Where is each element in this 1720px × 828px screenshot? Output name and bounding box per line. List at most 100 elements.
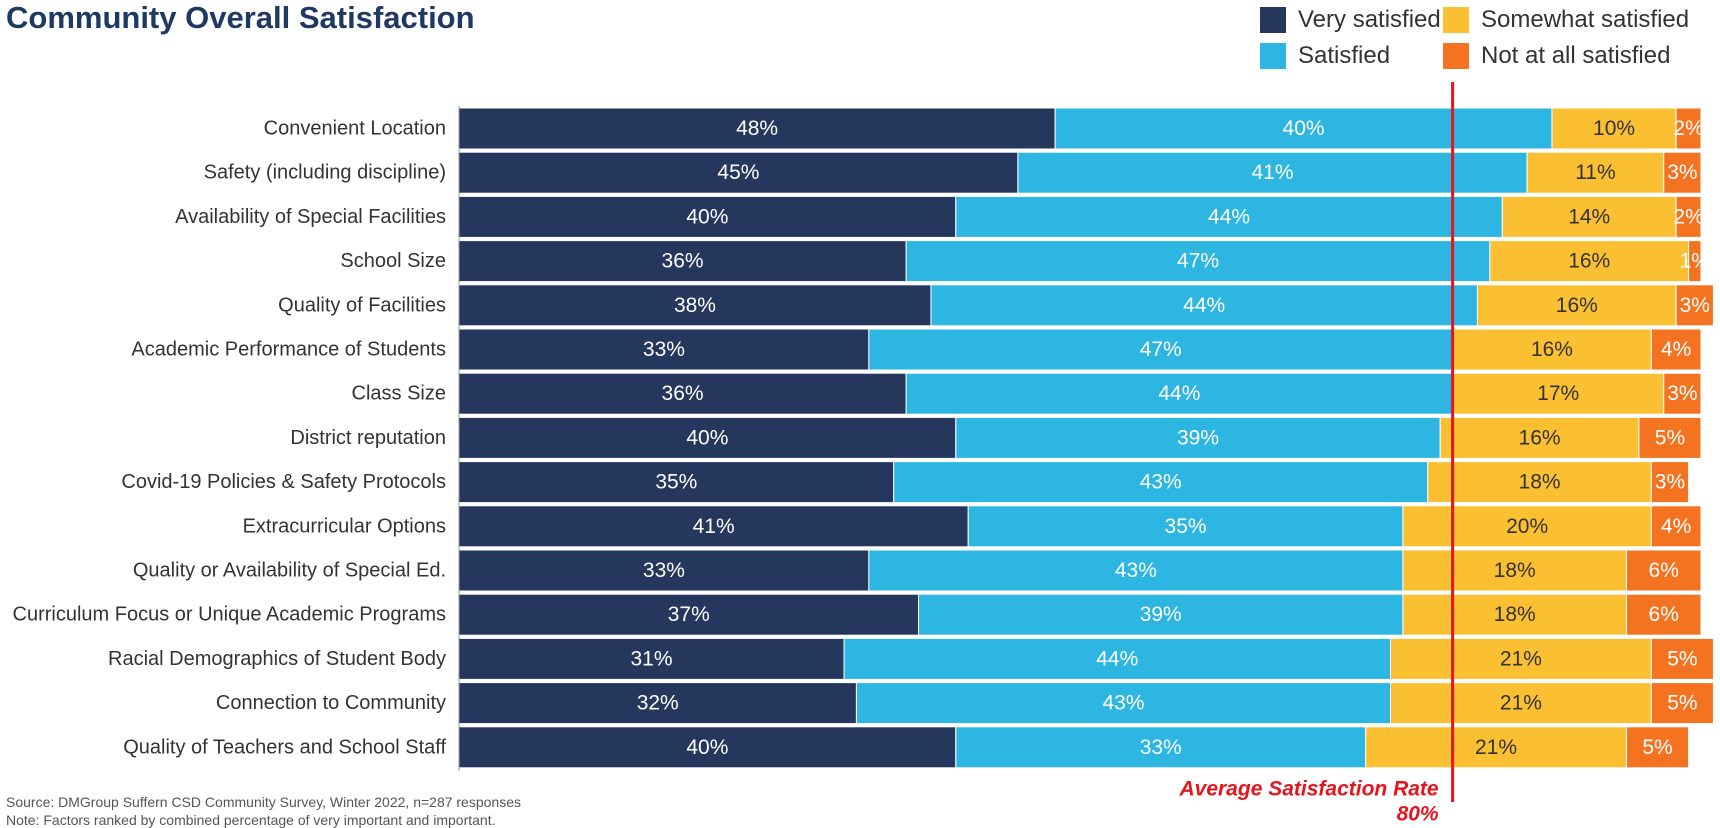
bar-satisfied-availability-of-special-facilities [955,195,1503,238]
value-label-somewhat-satisfied-covid-19-policies-safety-protocols: 18% [1519,471,1561,494]
value-label-somewhat-satisfied-class-size: 17% [1537,382,1579,405]
value-label-very-satisfied-safety-including-discipline: 45% [717,161,759,184]
bar-very-satisfied-racial-demographics-of-student-body [458,637,845,680]
value-label-very-satisfied-curriculum-focus-or-unique-academic-programs: 37% [668,603,710,626]
value-label-satisfied-racial-demographics-of-student-body: 44% [1096,647,1138,670]
value-label-somewhat-satisfied-quality-of-teachers-and-school-staff: 21% [1475,736,1517,759]
value-label-not-at-all-satisfied-class-size: 3% [1667,382,1697,405]
bar-not-at-all-satisfied-academic-performance-of-students [1650,328,1702,371]
value-label-somewhat-satisfied-academic-performance-of-students: 16% [1531,338,1573,361]
bar-somewhat-satisfied-availability-of-special-facilities [1501,195,1677,238]
legend-item-somewhat-satisfied: Somewhat satisfied [1443,6,1689,34]
legend-label-somewhat-satisfied: Somewhat satisfied [1481,6,1690,33]
bar-satisfied-connection-to-community [855,682,1391,725]
average-satisfaction-label: Average Satisfaction Rate [1178,778,1438,801]
value-label-somewhat-satisfied-district-reputation: 16% [1519,426,1561,449]
value-label-satisfied-connection-to-community: 43% [1102,692,1144,715]
average-satisfaction-value: 80% [1397,803,1439,826]
value-label-satisfied-curriculum-focus-or-unique-academic-programs: 39% [1140,603,1182,626]
source-note: Source: DMGroup Suffern CSD Community Su… [6,794,521,810]
bar-not-at-all-satisfied-school-size [1688,240,1702,283]
bar-not-at-all-satisfied-class-size [1663,372,1702,415]
value-label-not-at-all-satisfied-extracurricular-options: 4% [1661,515,1691,538]
value-label-very-satisfied-availability-of-special-facilities: 40% [686,205,728,228]
value-label-very-satisfied-quality-of-teachers-and-school-staff: 40% [686,736,728,759]
value-label-not-at-all-satisfied-quality-of-teachers-and-school-staff: 5% [1642,736,1672,759]
value-label-not-at-all-satisfied-quality-or-availability-of-special-ed: 6% [1649,559,1679,582]
value-label-not-at-all-satisfied-safety-including-discipline: 3% [1667,161,1697,184]
bar-satisfied-covid-19-policies-safety-protocols [893,461,1429,504]
bar-somewhat-satisfied-class-size [1452,372,1665,415]
bar-satisfied-extracurricular-options [967,505,1404,548]
legend-swatch-not-at-all-satisfied [1443,43,1469,69]
legend-swatch-somewhat-satisfied [1443,7,1469,33]
bar-not-at-all-satisfied-convenient-location [1675,107,1702,150]
category-label-quality-of-facilities: Quality of Facilities [278,294,446,316]
value-label-not-at-all-satisfied-school-size: 1% [1680,250,1710,273]
value-label-satisfied-quality-or-availability-of-special-ed: 43% [1115,559,1157,582]
category-label-connection-to-community: Connection to Community [216,692,446,714]
legend-label-satisfied: Satisfied [1298,42,1391,69]
value-label-somewhat-satisfied-curriculum-focus-or-unique-academic-programs: 18% [1494,603,1536,626]
value-label-somewhat-satisfied-quality-or-availability-of-special-ed: 18% [1494,559,1536,582]
bar-very-satisfied-curriculum-focus-or-unique-academic-programs [458,593,920,636]
bar-very-satisfied-extracurricular-options [458,505,969,548]
value-label-very-satisfied-convenient-location: 48% [736,117,778,140]
bar-not-at-all-satisfied-quality-of-facilities [1675,284,1714,327]
value-label-satisfied-class-size: 44% [1158,382,1200,405]
value-label-somewhat-satisfied-quality-of-facilities: 16% [1556,294,1598,317]
bar-satisfied-academic-performance-of-students [868,328,1454,371]
category-label-school-size: School Size [340,250,446,272]
legend-label-very-satisfied: Very satisfied [1298,6,1441,33]
bar-very-satisfied-quality-or-availability-of-special-ed [458,549,870,592]
category-label-availability-of-special-facilities: Availability of Special Facilities [175,206,446,228]
value-label-satisfied-district-reputation: 39% [1177,426,1219,449]
value-label-satisfied-availability-of-special-facilities: 44% [1208,205,1250,228]
value-label-somewhat-satisfied-safety-including-discipline: 11% [1575,161,1615,184]
legend-swatch-satisfied [1260,43,1286,69]
bar-very-satisfied-safety-including-discipline [458,151,1019,194]
value-label-not-at-all-satisfied-academic-performance-of-students: 4% [1661,338,1691,361]
bar-satisfied-quality-of-teachers-and-school-staff [955,726,1367,769]
value-label-somewhat-satisfied-racial-demographics-of-student-body: 21% [1500,647,1542,670]
legend-label-not-at-all-satisfied: Not at all satisfied [1481,42,1671,69]
bar-very-satisfied-academic-performance-of-students [458,328,870,371]
category-label-racial-demographics-of-student-body: Racial Demographics of Student Body [108,648,446,670]
bar-not-at-all-satisfied-availability-of-special-facilities [1675,195,1702,238]
value-label-not-at-all-satisfied-availability-of-special-facilities: 2% [1673,205,1703,228]
value-label-satisfied-safety-including-discipline: 41% [1251,161,1293,184]
category-label-quality-or-availability-of-special-ed: Quality or Availability of Special Ed. [133,560,446,582]
category-label-covid-19-policies-safety-protocols: Covid-19 Policies & Safety Protocols [121,471,446,493]
category-label-class-size: Class Size [352,383,446,405]
value-label-not-at-all-satisfied-curriculum-focus-or-unique-academic-programs: 6% [1649,603,1679,626]
legend-item-very-satisfied: Very satisfied [1260,6,1441,34]
bar-not-at-all-satisfied-connection-to-community [1650,682,1714,725]
bar-satisfied-quality-of-facilities [930,284,1478,327]
value-label-not-at-all-satisfied-racial-demographics-of-student-body: 5% [1667,647,1697,670]
bar-satisfied-quality-or-availability-of-special-ed [868,549,1404,592]
bar-not-at-all-satisfied-quality-of-teachers-and-school-staff [1625,726,1690,769]
value-label-not-at-all-satisfied-convenient-location: 2% [1673,117,1703,140]
bar-somewhat-satisfied-district-reputation [1439,416,1640,459]
bar-somewhat-satisfied-school-size [1489,240,1690,283]
value-label-somewhat-satisfied-connection-to-community: 21% [1500,692,1542,715]
bar-somewhat-satisfied-covid-19-policies-safety-protocols [1427,461,1652,504]
bar-very-satisfied-class-size [458,372,907,415]
legend-swatch-very-satisfied [1260,7,1286,33]
value-label-very-satisfied-extracurricular-options: 41% [693,515,735,538]
bar-somewhat-satisfied-quality-of-teachers-and-school-staff [1365,726,1627,769]
bar-somewhat-satisfied-extracurricular-options [1402,505,1652,548]
category-label-district-reputation: District reputation [290,427,446,449]
category-label-extracurricular-options: Extracurricular Options [243,515,446,537]
value-label-satisfied-school-size: 47% [1177,250,1219,273]
bar-not-at-all-satisfied-extracurricular-options [1650,505,1702,548]
value-label-very-satisfied-quality-or-availability-of-special-ed: 33% [643,559,685,582]
bar-satisfied-school-size [905,240,1491,283]
bar-somewhat-satisfied-connection-to-community [1390,682,1652,725]
category-label-academic-performance-of-students: Academic Performance of Students [131,339,446,361]
value-label-somewhat-satisfied-school-size: 16% [1568,250,1610,273]
bar-satisfied-class-size [905,372,1454,415]
value-label-very-satisfied-school-size: 36% [662,250,704,273]
value-label-very-satisfied-connection-to-community: 32% [637,692,679,715]
value-label-very-satisfied-quality-of-facilities: 38% [674,294,716,317]
